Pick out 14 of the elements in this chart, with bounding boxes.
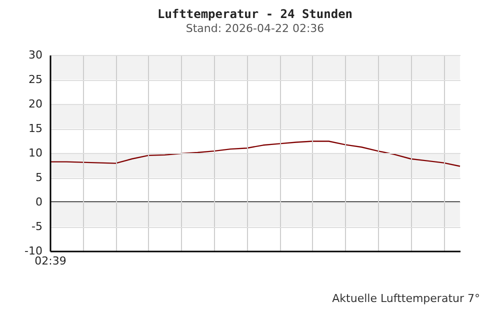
line-series	[49, 140, 461, 167]
x-tick-label: 02:39	[34, 254, 66, 268]
y-tick-label: 25	[28, 73, 42, 86]
y-tick-label: 0	[36, 196, 42, 208]
y-tick-label: -10	[24, 244, 42, 258]
y-tick-label: -5	[32, 220, 42, 233]
text: Aktuelle Lufttemperatur 7°	[332, 292, 480, 305]
chart-subtitle: Stand: 2026-04-22 02:36	[186, 22, 324, 35]
y-tick-label: 20	[28, 98, 42, 110]
chart-title: Lufttemperatur - 24 Stunden	[157, 7, 353, 21]
y-tick-label: 10	[28, 146, 42, 160]
y-tick-label: 30	[28, 48, 42, 62]
y-tick-label: 5	[36, 171, 42, 184]
y-tick-label: 15	[28, 122, 42, 135]
